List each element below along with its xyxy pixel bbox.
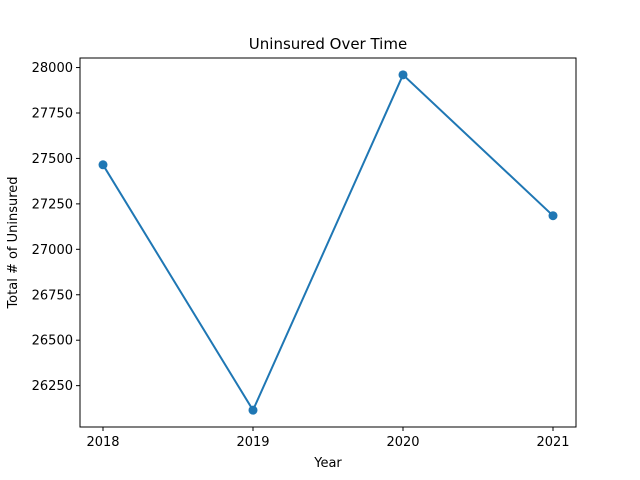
data-point-2019	[248, 405, 258, 415]
series-line	[102, 73, 554, 413]
y-axis-label: Total # of Uninsured	[6, 176, 21, 309]
y-tick-label: 26500	[32, 334, 73, 349]
y-tick-label: 26250	[32, 379, 73, 394]
series-layer	[98, 70, 558, 415]
y-tick-label: 27000	[32, 243, 73, 258]
plot-frame	[79, 57, 577, 428]
chart-title: Uninsured Over Time	[249, 35, 407, 53]
x-axis: 2018 2019 2020 2021	[86, 427, 570, 450]
y-tick-label: 27750	[32, 106, 73, 121]
data-point-2021	[548, 211, 558, 221]
data-point-2018	[98, 160, 108, 170]
y-tick-label: 26750	[32, 288, 73, 303]
y-axis: 26250 26500 26750 27000 27250 27500 27750 28000	[32, 61, 80, 394]
x-tick-label: 2019	[236, 435, 269, 450]
y-tick-label: 28000	[32, 61, 73, 76]
x-tick-label: 2021	[536, 435, 569, 450]
x-tick-label: 2018	[86, 435, 119, 450]
y-tick-label: 27500	[32, 152, 73, 167]
x-axis-label: Year	[313, 456, 342, 471]
y-tick-label: 27250	[32, 197, 73, 212]
data-point-2020	[398, 70, 408, 80]
x-tick-label: 2020	[386, 435, 419, 450]
